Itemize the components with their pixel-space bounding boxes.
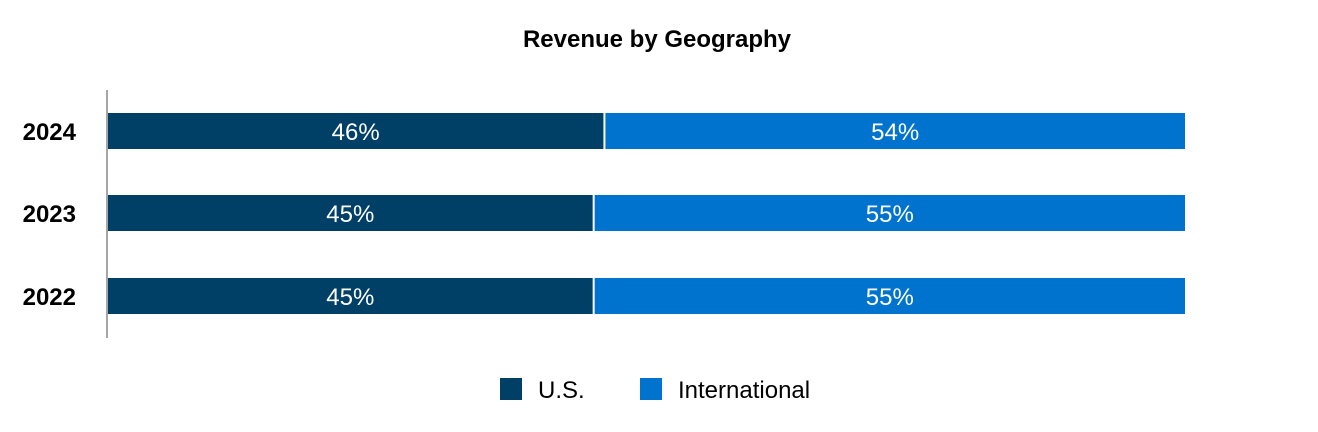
chart-title: Revenue by Geography — [523, 26, 792, 53]
data-label-international-2022: 55% — [866, 284, 914, 311]
category-label-2022: 2022 — [23, 284, 76, 311]
bar-international-2023 — [594, 195, 1185, 231]
data-label-international-2024: 54% — [871, 119, 919, 146]
data-label-u-s-2024: 46% — [332, 119, 380, 146]
data-label-u-s-2022: 45% — [326, 284, 374, 311]
legend-label-international: International — [678, 377, 810, 404]
data-label-u-s-2023: 45% — [326, 201, 374, 228]
legend-swatch-international — [640, 378, 662, 400]
category-label-2023: 2023 — [23, 201, 76, 228]
legend-label-u-s: U.S. — [538, 377, 585, 404]
data-label-international-2023: 55% — [866, 201, 914, 228]
bar-u-s-2023 — [108, 195, 593, 231]
bar-u-s-2024 — [108, 113, 604, 149]
legend-swatch-u-s — [500, 378, 522, 400]
bars-group: 2024 46% 54% 2023 45% 55% 2022 45% 55% — [23, 113, 1185, 314]
legend: U.S. International — [500, 377, 810, 404]
bar-international-2024 — [605, 113, 1185, 149]
category-label-2024: 2024 — [23, 119, 77, 146]
bar-u-s-2022 — [108, 278, 593, 314]
bar-international-2022 — [594, 278, 1185, 314]
